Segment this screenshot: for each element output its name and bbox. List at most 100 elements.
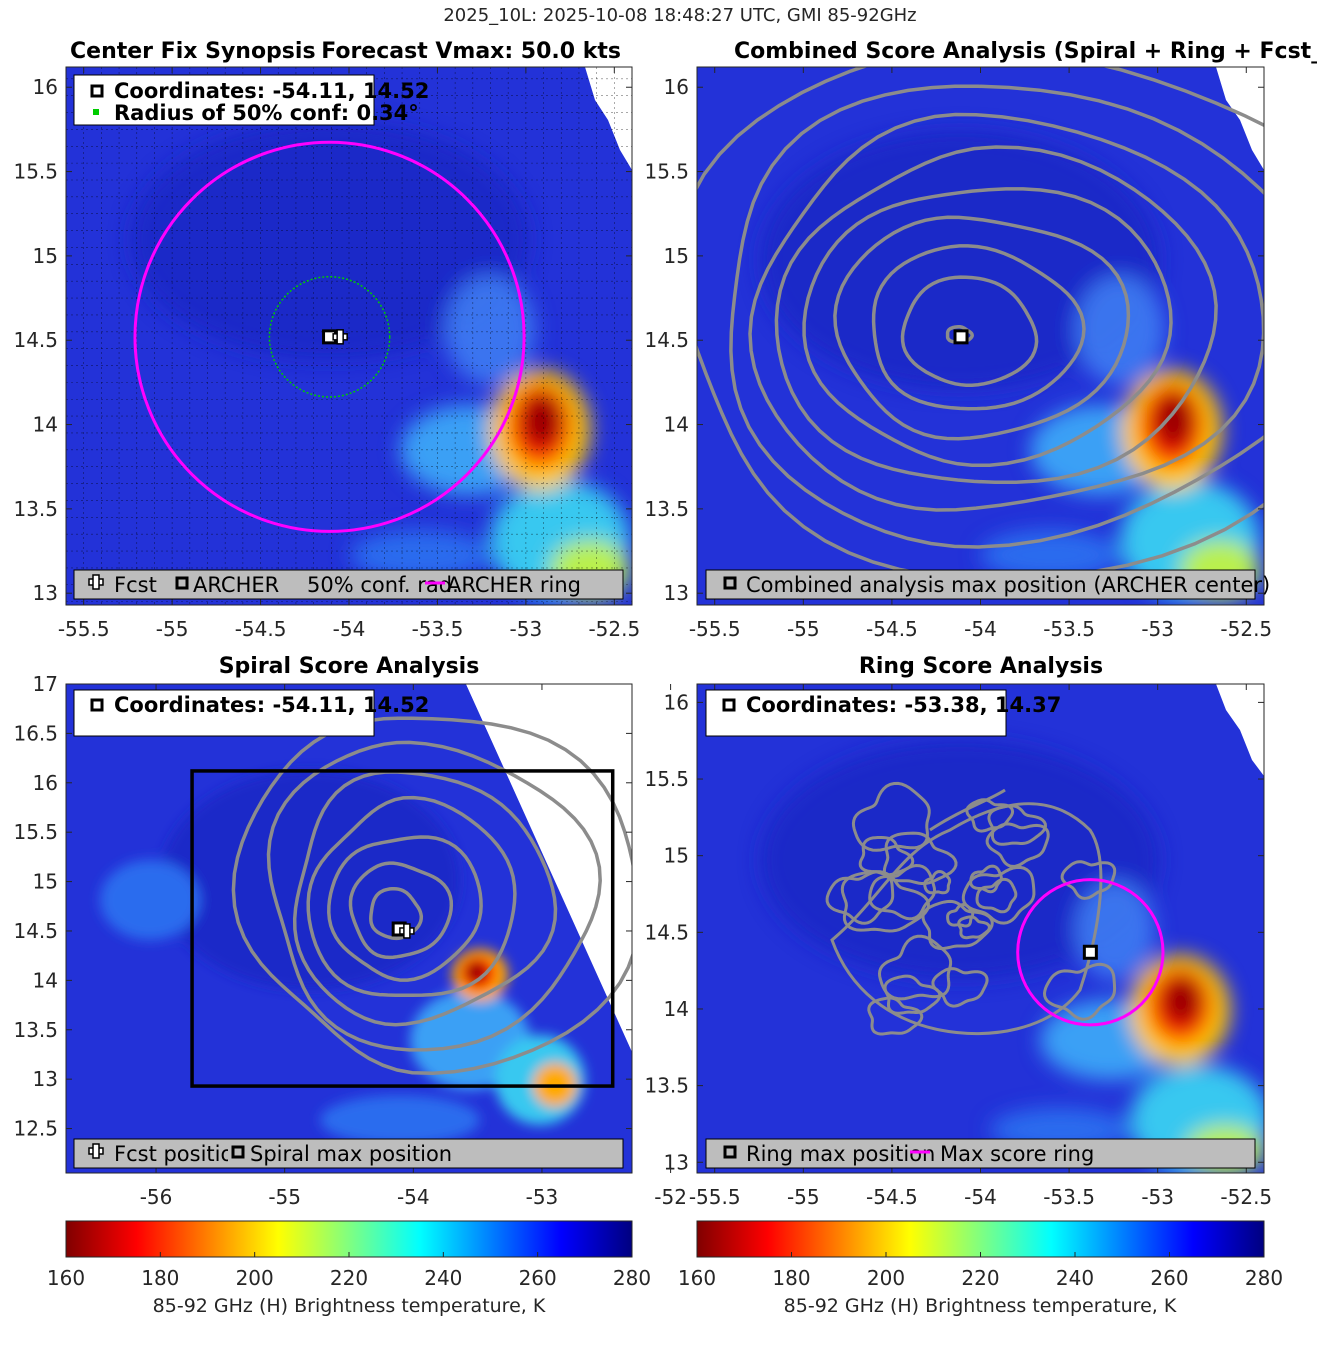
contour-line xyxy=(748,112,1264,512)
forecast-vmax-title: Forecast Vmax: 50.0 kts xyxy=(321,39,621,64)
contour-line xyxy=(825,870,895,925)
x-tick-label: -53 xyxy=(510,617,543,641)
y-tick-label: 16 xyxy=(664,75,689,99)
contour-line xyxy=(231,716,632,1075)
colorbar-tick-label: 220 xyxy=(330,1266,368,1290)
contour-line xyxy=(921,899,994,951)
colorbar-ticks: 160 180 200 220 240 260 280 xyxy=(47,1252,651,1290)
cross-marker-v xyxy=(403,923,411,939)
colorbar-tick-label: 240 xyxy=(424,1266,462,1290)
contour-line xyxy=(868,863,937,921)
contour-line xyxy=(965,798,1015,833)
x-tick-label: -53.5 xyxy=(412,617,464,641)
ring-score-panel: Ring Score Analysis -55.5 -55 -54.5 -54 -53.… xyxy=(644,654,1272,1209)
y-tick-label: 14.5 xyxy=(644,328,689,352)
legend-box: Combined analysis max position (ARCHER c… xyxy=(705,569,1270,600)
colorbar-tick-label: 180 xyxy=(141,1266,179,1290)
conf-radius-text: Radius of 50% conf: 0.34° xyxy=(114,101,419,125)
x-tick-label: -54 xyxy=(964,617,997,641)
contour-line xyxy=(292,770,558,1027)
no-data-region xyxy=(1216,67,1264,170)
conf-radius-circle xyxy=(268,275,391,398)
x-tick-label: -52.5 xyxy=(1220,617,1272,641)
no-data-region xyxy=(466,684,632,1052)
combined-max-marker xyxy=(953,329,969,345)
colorbar-tick-label: 280 xyxy=(1245,1266,1283,1290)
legend-spiral-max: Spiral max position xyxy=(250,1142,452,1166)
x-tick-label: -55 xyxy=(268,1185,301,1209)
search-box xyxy=(190,769,615,1088)
x-tick-label: -52.5 xyxy=(588,617,640,641)
legend-fcst: Fcst xyxy=(114,573,157,597)
contour-line xyxy=(327,835,483,982)
legend-archer: ARCHER xyxy=(193,573,279,597)
y-tick-label: 13.5 xyxy=(644,497,689,521)
y-tick-label: 15 xyxy=(664,844,689,868)
contour-line xyxy=(348,861,454,960)
y-tick-label: 13.5 xyxy=(13,1018,58,1042)
y-tick-label: 13 xyxy=(33,1067,58,1091)
colorbar-left: 160 180 200 220 240 260 280 85-92 GHz (H) Brig… xyxy=(47,1220,651,1317)
x-tick-label: -53.5 xyxy=(1043,1185,1095,1209)
colorbar-tick-label: 200 xyxy=(236,1266,274,1290)
coordinates-text: Coordinates: -53.38, 14.37 xyxy=(746,693,1061,717)
info-box: Coordinates: -53.38, 14.37 xyxy=(705,689,1061,737)
y-tick-label: 16 xyxy=(33,75,58,99)
contour-line xyxy=(266,740,602,1052)
y-tick-label: 14 xyxy=(664,413,689,437)
y-tick-label: 15.5 xyxy=(644,767,689,791)
info-box: Coordinates: -54.11, 14.52 xyxy=(73,689,429,737)
contour-line xyxy=(985,822,1050,868)
y-tick-label: 16 xyxy=(33,771,58,795)
x-tick-label: -53 xyxy=(526,1185,559,1209)
colorbar-tick-label: 240 xyxy=(1056,1266,1094,1290)
x-tick-label: -54.5 xyxy=(235,617,287,641)
legend-fcst-position: Fcst position xyxy=(114,1142,247,1166)
x-tick-label: -54.5 xyxy=(866,617,918,641)
axes: -55.5 -55 -54.5 -54 -53.5 -53 -52.5 13 13.5 14 14.… xyxy=(644,67,1272,641)
contour-line xyxy=(851,781,931,852)
cross-icon xyxy=(88,1143,104,1159)
coordinates-text: Coordinates: -54.11, 14.52 xyxy=(114,79,429,103)
square-icon xyxy=(175,576,189,590)
y-tick-label: 13 xyxy=(664,1150,689,1174)
square-icon xyxy=(231,1145,245,1159)
x-tick-label: -55 xyxy=(156,617,189,641)
axes: -56 -55 -54 -53 -52 12.5 13 13.5 14 14.5 15 15.5 16 1… xyxy=(13,672,686,1209)
colorbar-ticks: 160 180 200 220 240 260 280 xyxy=(678,1252,1283,1290)
y-tick-label: 14.5 xyxy=(13,919,58,943)
cross-icon xyxy=(88,574,104,590)
plot-frame xyxy=(65,683,633,1174)
ring-score-contours xyxy=(825,781,1117,1036)
contour-line xyxy=(802,187,1173,468)
axes: -55.5 -55 -54.5 -54 -53.5 -53 -52.5 13 13.5 14 14.… xyxy=(644,684,1272,1209)
contour-line xyxy=(697,67,1264,582)
x-tick-label: -52.5 xyxy=(1220,1185,1272,1209)
y-tick-label: 15 xyxy=(664,244,689,268)
cross-marker-v xyxy=(336,329,344,345)
x-tick-label: -55.5 xyxy=(689,1185,741,1209)
x-tick-label: -54 xyxy=(397,1185,430,1209)
x-tick-label: -55 xyxy=(787,1185,820,1209)
axes: -55.5 -55 -54.5 -54 -53.5 -53 -52.5 13 13.5 14 14.… xyxy=(13,67,640,641)
contour-line xyxy=(975,877,1018,914)
square-icon xyxy=(722,698,736,712)
y-tick-label: 15.5 xyxy=(13,820,58,844)
y-tick-label: 14 xyxy=(664,997,689,1021)
x-tick-label: -54 xyxy=(333,617,366,641)
center-fix-title: Center Fix Synopsis xyxy=(70,39,316,64)
contour-line xyxy=(306,795,517,998)
square-icon xyxy=(723,1145,737,1159)
colorbar-label: 85-92 GHz (H) Brightness temperature, K xyxy=(153,1295,546,1317)
y-tick-label: 14.5 xyxy=(644,920,689,944)
ring-max-marker xyxy=(1082,944,1098,960)
info-box: Coordinates: -54.11, 14.52 Radius of 50%… xyxy=(73,74,429,126)
y-tick-label: 15.5 xyxy=(644,160,689,184)
colorbar-gradient xyxy=(65,1220,633,1258)
contour-line xyxy=(987,804,1048,846)
x-tick-label: -52 xyxy=(654,1185,687,1209)
x-tick-label: -56 xyxy=(140,1185,173,1209)
x-tick-label: -54 xyxy=(964,1185,997,1209)
contour-line xyxy=(833,215,1131,441)
